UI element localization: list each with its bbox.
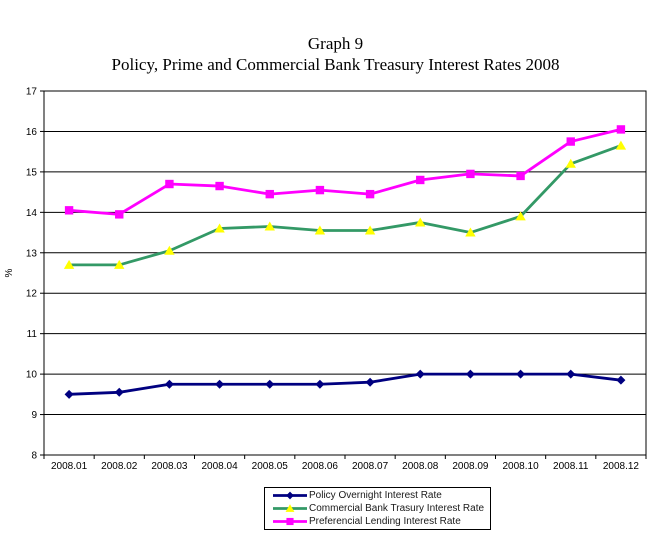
y-axis-title: % [4,268,15,277]
data-point-marker [616,125,626,134]
legend-label: Commercial Bank Trasury Interest Rate [309,503,485,514]
x-axis-tick-label: 2008.03 [151,461,188,472]
data-point-marker [63,259,75,269]
series-line-0 [67,372,623,396]
y-axis-tick-label: 12 [26,289,38,300]
chart-subtitle: Policy, Prime and Commercial Bank Treasu… [111,55,560,74]
data-point-marker [566,137,575,146]
data-point-marker [165,179,174,189]
x-axis-tick-label: 2008.07 [352,461,389,472]
y-axis-tick-label: 14 [26,208,38,219]
data-point-marker [415,369,425,379]
data-point-marker [365,189,375,199]
x-axis-tick-label: 2008.04 [202,461,239,472]
data-point-marker [264,221,275,231]
data-point-marker [616,375,626,385]
chart-legend: Policy Overnight Interest Rate Commercial… [264,487,492,530]
legend-key-square-icon [273,517,307,526]
legend-label: Policy Overnight Interest Rate [309,490,442,501]
legend-key-diamond-icon [273,491,307,500]
data-point-marker [566,369,576,379]
data-point-marker [565,158,576,168]
series-line-2 [67,128,623,216]
data-point-marker [164,379,174,389]
data-point-marker [315,379,325,389]
data-point-marker [516,369,526,379]
data-point-marker [114,387,124,397]
y-axis-tick-label: 11 [27,329,38,340]
legend-item: Policy Overnight Interest Rate [272,489,484,502]
data-point-marker [315,185,325,195]
x-axis-tick-label: 2008.02 [101,461,138,472]
data-point-marker [615,140,627,150]
data-point-marker [465,369,475,379]
data-point-marker [265,379,275,389]
legend-key-triangle-icon [273,504,307,512]
legend-item: Preferencial Lending Interest Rate [272,515,484,528]
series-line-1 [67,144,623,267]
data-point-marker [64,389,74,399]
data-point-marker [115,210,124,219]
y-axis-tick-label: 8 [31,451,37,462]
data-point-marker [285,504,295,512]
data-point-marker [64,206,74,215]
data-point-marker [314,225,326,235]
x-axis-tick-label: 2008.05 [252,461,289,472]
x-axis-tick-label: 2008.09 [452,461,489,472]
x-axis-tick-label: 2008.10 [503,461,540,472]
data-point-marker [416,175,425,185]
data-point-marker [415,217,426,227]
data-point-marker [265,189,274,199]
data-point-marker [215,379,225,389]
data-point-marker [516,171,525,181]
data-point-marker [114,259,125,269]
data-point-marker [364,225,376,235]
data-point-marker [286,517,294,526]
y-axis-tick-label: 15 [26,167,38,178]
x-axis-tick-label: 2008.12 [603,461,640,472]
chart-title-block: Graph 9 Policy, Prime and Commercial Ban… [0,33,671,75]
data-point-marker [466,169,475,179]
y-axis-tick-label: 10 [26,370,38,381]
y-axis-tick-label: 13 [26,248,38,259]
y-axis-tick-label: 17 [26,87,38,98]
y-axis-tick-label: 16 [26,127,38,138]
data-point-marker [515,211,526,221]
x-axis-tick-label: 2008.06 [302,461,339,472]
data-point-marker [465,227,476,237]
data-point-marker [215,181,224,191]
data-point-marker [286,491,294,500]
data-point-marker [365,377,375,387]
legend-label: Preferencial Lending Interest Rate [309,516,461,527]
x-axis-tick-label: 2008.01 [51,461,88,472]
y-axis-tick-label: 9 [31,410,37,421]
data-point-marker [214,223,225,233]
x-axis-tick-label: 2008.08 [402,461,439,472]
chart-title: Graph 9 [307,34,364,53]
legend-item: Commercial Bank Trasury Interest Rate [272,502,484,515]
data-point-marker [164,245,175,255]
x-axis-tick-label: 2008.11 [553,461,589,472]
plot-border [43,90,647,456]
